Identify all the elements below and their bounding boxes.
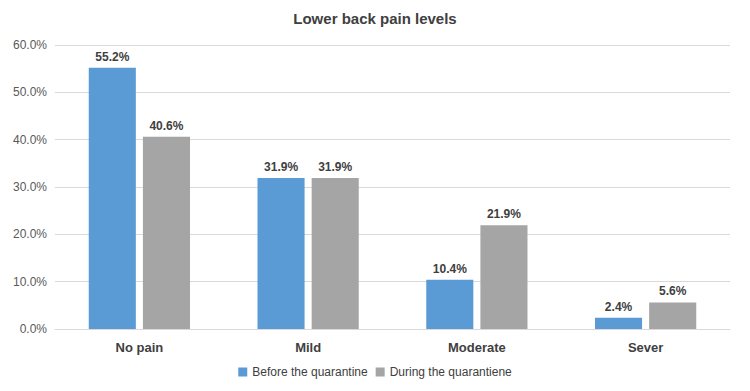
svg-text:2.4%: 2.4% bbox=[605, 300, 633, 314]
svg-text:Mild: Mild bbox=[295, 340, 321, 355]
svg-text:30.0%: 30.0% bbox=[13, 180, 47, 194]
svg-text:55.2%: 55.2% bbox=[95, 50, 129, 64]
svg-text:Sever: Sever bbox=[628, 340, 663, 355]
svg-text:10.0%: 10.0% bbox=[13, 275, 47, 289]
svg-text:Moderate: Moderate bbox=[448, 340, 506, 355]
svg-text:31.9%: 31.9% bbox=[264, 160, 298, 174]
svg-text:No pain: No pain bbox=[116, 340, 164, 355]
svg-text:During the quarantiene: During the quarantiene bbox=[390, 365, 512, 379]
svg-text:40.6%: 40.6% bbox=[149, 119, 183, 133]
svg-text:Lower back pain levels: Lower back pain levels bbox=[293, 10, 456, 27]
svg-text:10.4%: 10.4% bbox=[433, 262, 467, 276]
svg-text:21.9%: 21.9% bbox=[487, 207, 521, 221]
svg-text:60.0%: 60.0% bbox=[13, 38, 47, 52]
svg-text:0.0%: 0.0% bbox=[20, 322, 48, 336]
svg-text:31.9%: 31.9% bbox=[318, 160, 352, 174]
svg-text:50.0%: 50.0% bbox=[13, 85, 47, 99]
svg-text:20.0%: 20.0% bbox=[13, 227, 47, 241]
svg-text:5.6%: 5.6% bbox=[659, 284, 687, 298]
svg-text:Before the quarantine: Before the quarantine bbox=[252, 365, 368, 379]
svg-text:40.0%: 40.0% bbox=[13, 133, 47, 147]
